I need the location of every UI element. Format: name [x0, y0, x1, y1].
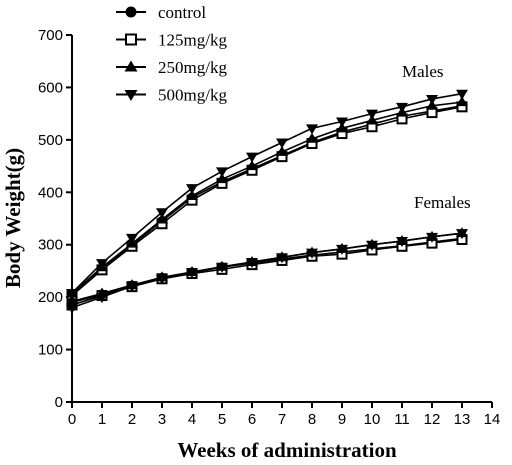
data-point	[366, 109, 378, 120]
data-point	[216, 262, 228, 273]
series-females-triangle-down	[66, 229, 468, 314]
x-tick-label: 11	[394, 411, 410, 428]
legend-item: 125mg/kg	[116, 31, 227, 50]
data-point	[276, 145, 288, 156]
x-axis-title: Weeks of administration	[177, 438, 397, 462]
legend-item: 250mg/kg	[116, 58, 227, 77]
data-point	[336, 117, 348, 128]
x-tick-label: 2	[128, 411, 136, 428]
y-tick-label: 600	[38, 79, 63, 96]
x-tick-label: 5	[218, 411, 226, 428]
series-females-triangle-up	[66, 227, 468, 306]
legend-label: 125mg/kg	[158, 31, 227, 50]
data-point	[66, 295, 78, 306]
y-tick-label: 400	[38, 184, 63, 201]
data-point	[66, 303, 78, 314]
data-point	[186, 267, 198, 278]
data-point	[366, 240, 378, 251]
legend-item: control	[116, 3, 206, 22]
data-point	[66, 288, 78, 299]
y-tick-label: 100	[38, 342, 63, 359]
x-tick-label: 0	[68, 411, 76, 428]
series-line	[71, 106, 463, 297]
data-point	[246, 160, 258, 171]
data-point	[426, 94, 438, 105]
legend-label: control	[158, 3, 206, 22]
legend-label: 500mg/kg	[158, 86, 227, 105]
x-tick-label: 14	[484, 411, 501, 428]
series-line	[71, 232, 463, 309]
data-point	[336, 244, 348, 255]
data-point	[306, 124, 318, 135]
data-point	[306, 248, 318, 259]
series-line	[71, 92, 463, 294]
data-point	[216, 167, 228, 178]
data-point	[396, 102, 408, 113]
data-point	[156, 208, 168, 219]
x-tick-label: 9	[338, 411, 346, 428]
y-tick-label: 0	[55, 394, 63, 411]
series-layer	[66, 89, 468, 314]
series-males-circle	[67, 100, 467, 300]
data-point	[156, 213, 168, 224]
x-tick-label: 1	[98, 411, 106, 428]
data-point	[126, 282, 138, 293]
series-line	[71, 101, 463, 295]
series-males-triangle-up	[66, 96, 468, 298]
data-point	[306, 132, 318, 143]
axes: 0 1 2 3 4 5 6 7 8 9 10 11 12 13 1401002003004005006007…	[38, 27, 500, 428]
legend-marker	[125, 33, 137, 46]
series-males-square-open	[66, 101, 468, 302]
x-tick-label: 7	[278, 411, 286, 428]
y-tick-label: 500	[38, 132, 63, 149]
legend-marker	[124, 60, 138, 72]
data-point	[396, 237, 408, 248]
data-point	[156, 274, 168, 285]
x-tick-label: 3	[158, 411, 166, 428]
series-males-triangle-down	[66, 89, 468, 299]
annotation-males: Males	[402, 62, 444, 81]
series-line	[71, 104, 463, 296]
x-tick-label: 13	[454, 411, 471, 428]
x-tick-label: 8	[308, 411, 316, 428]
data-point	[456, 89, 468, 100]
y-axis-title: Body Weight(g)	[1, 148, 25, 288]
data-point	[96, 259, 108, 270]
data-point	[276, 253, 288, 264]
legend-item: 500mg/kg	[116, 86, 227, 105]
y-tick-label: 300	[38, 237, 63, 254]
x-tick-label: 10	[364, 411, 381, 428]
data-point	[456, 96, 468, 107]
data-point	[186, 184, 198, 195]
data-point	[246, 258, 258, 269]
x-tick-label: 6	[248, 411, 256, 428]
annotation-females: Females	[414, 193, 471, 212]
y-tick-label: 200	[38, 289, 63, 306]
data-point	[96, 293, 108, 304]
y-tick-label: 700	[38, 27, 63, 44]
x-tick-label: 4	[188, 411, 196, 428]
data-point	[216, 173, 228, 184]
legend-marker	[125, 6, 137, 18]
data-point	[186, 189, 198, 200]
legend: control 125mg/kg 250mg/kg 500mg/kg	[116, 3, 227, 105]
data-point	[276, 138, 288, 149]
legend-label: 250mg/kg	[158, 58, 227, 77]
data-point	[456, 229, 468, 240]
data-point	[246, 152, 258, 163]
data-point	[426, 232, 438, 243]
legend-marker	[124, 90, 138, 101]
x-tick-label: 12	[424, 411, 441, 428]
data-point	[126, 233, 138, 244]
